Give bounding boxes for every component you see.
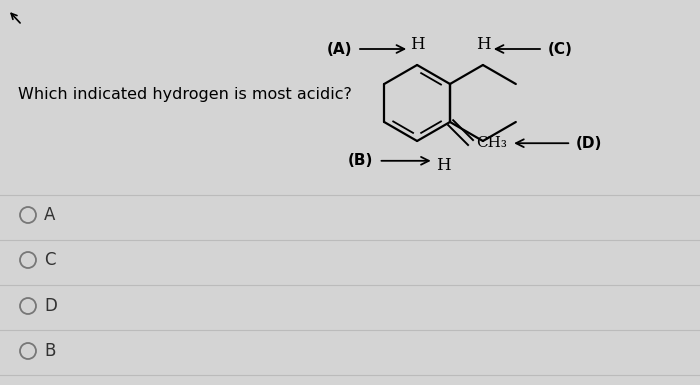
Text: H: H	[410, 36, 424, 53]
Text: (B): (B)	[348, 153, 374, 168]
Text: Which indicated hydrogen is most acidic?: Which indicated hydrogen is most acidic?	[18, 87, 352, 102]
Text: B: B	[44, 342, 55, 360]
Text: H: H	[475, 36, 490, 53]
Text: CH₃: CH₃	[476, 136, 507, 150]
Text: C: C	[44, 251, 55, 269]
Text: A: A	[44, 206, 55, 224]
Text: (A): (A)	[327, 42, 352, 57]
Text: (D): (D)	[576, 136, 603, 151]
Text: H: H	[436, 157, 451, 174]
Text: D: D	[44, 297, 57, 315]
Text: (C): (C)	[548, 42, 573, 57]
